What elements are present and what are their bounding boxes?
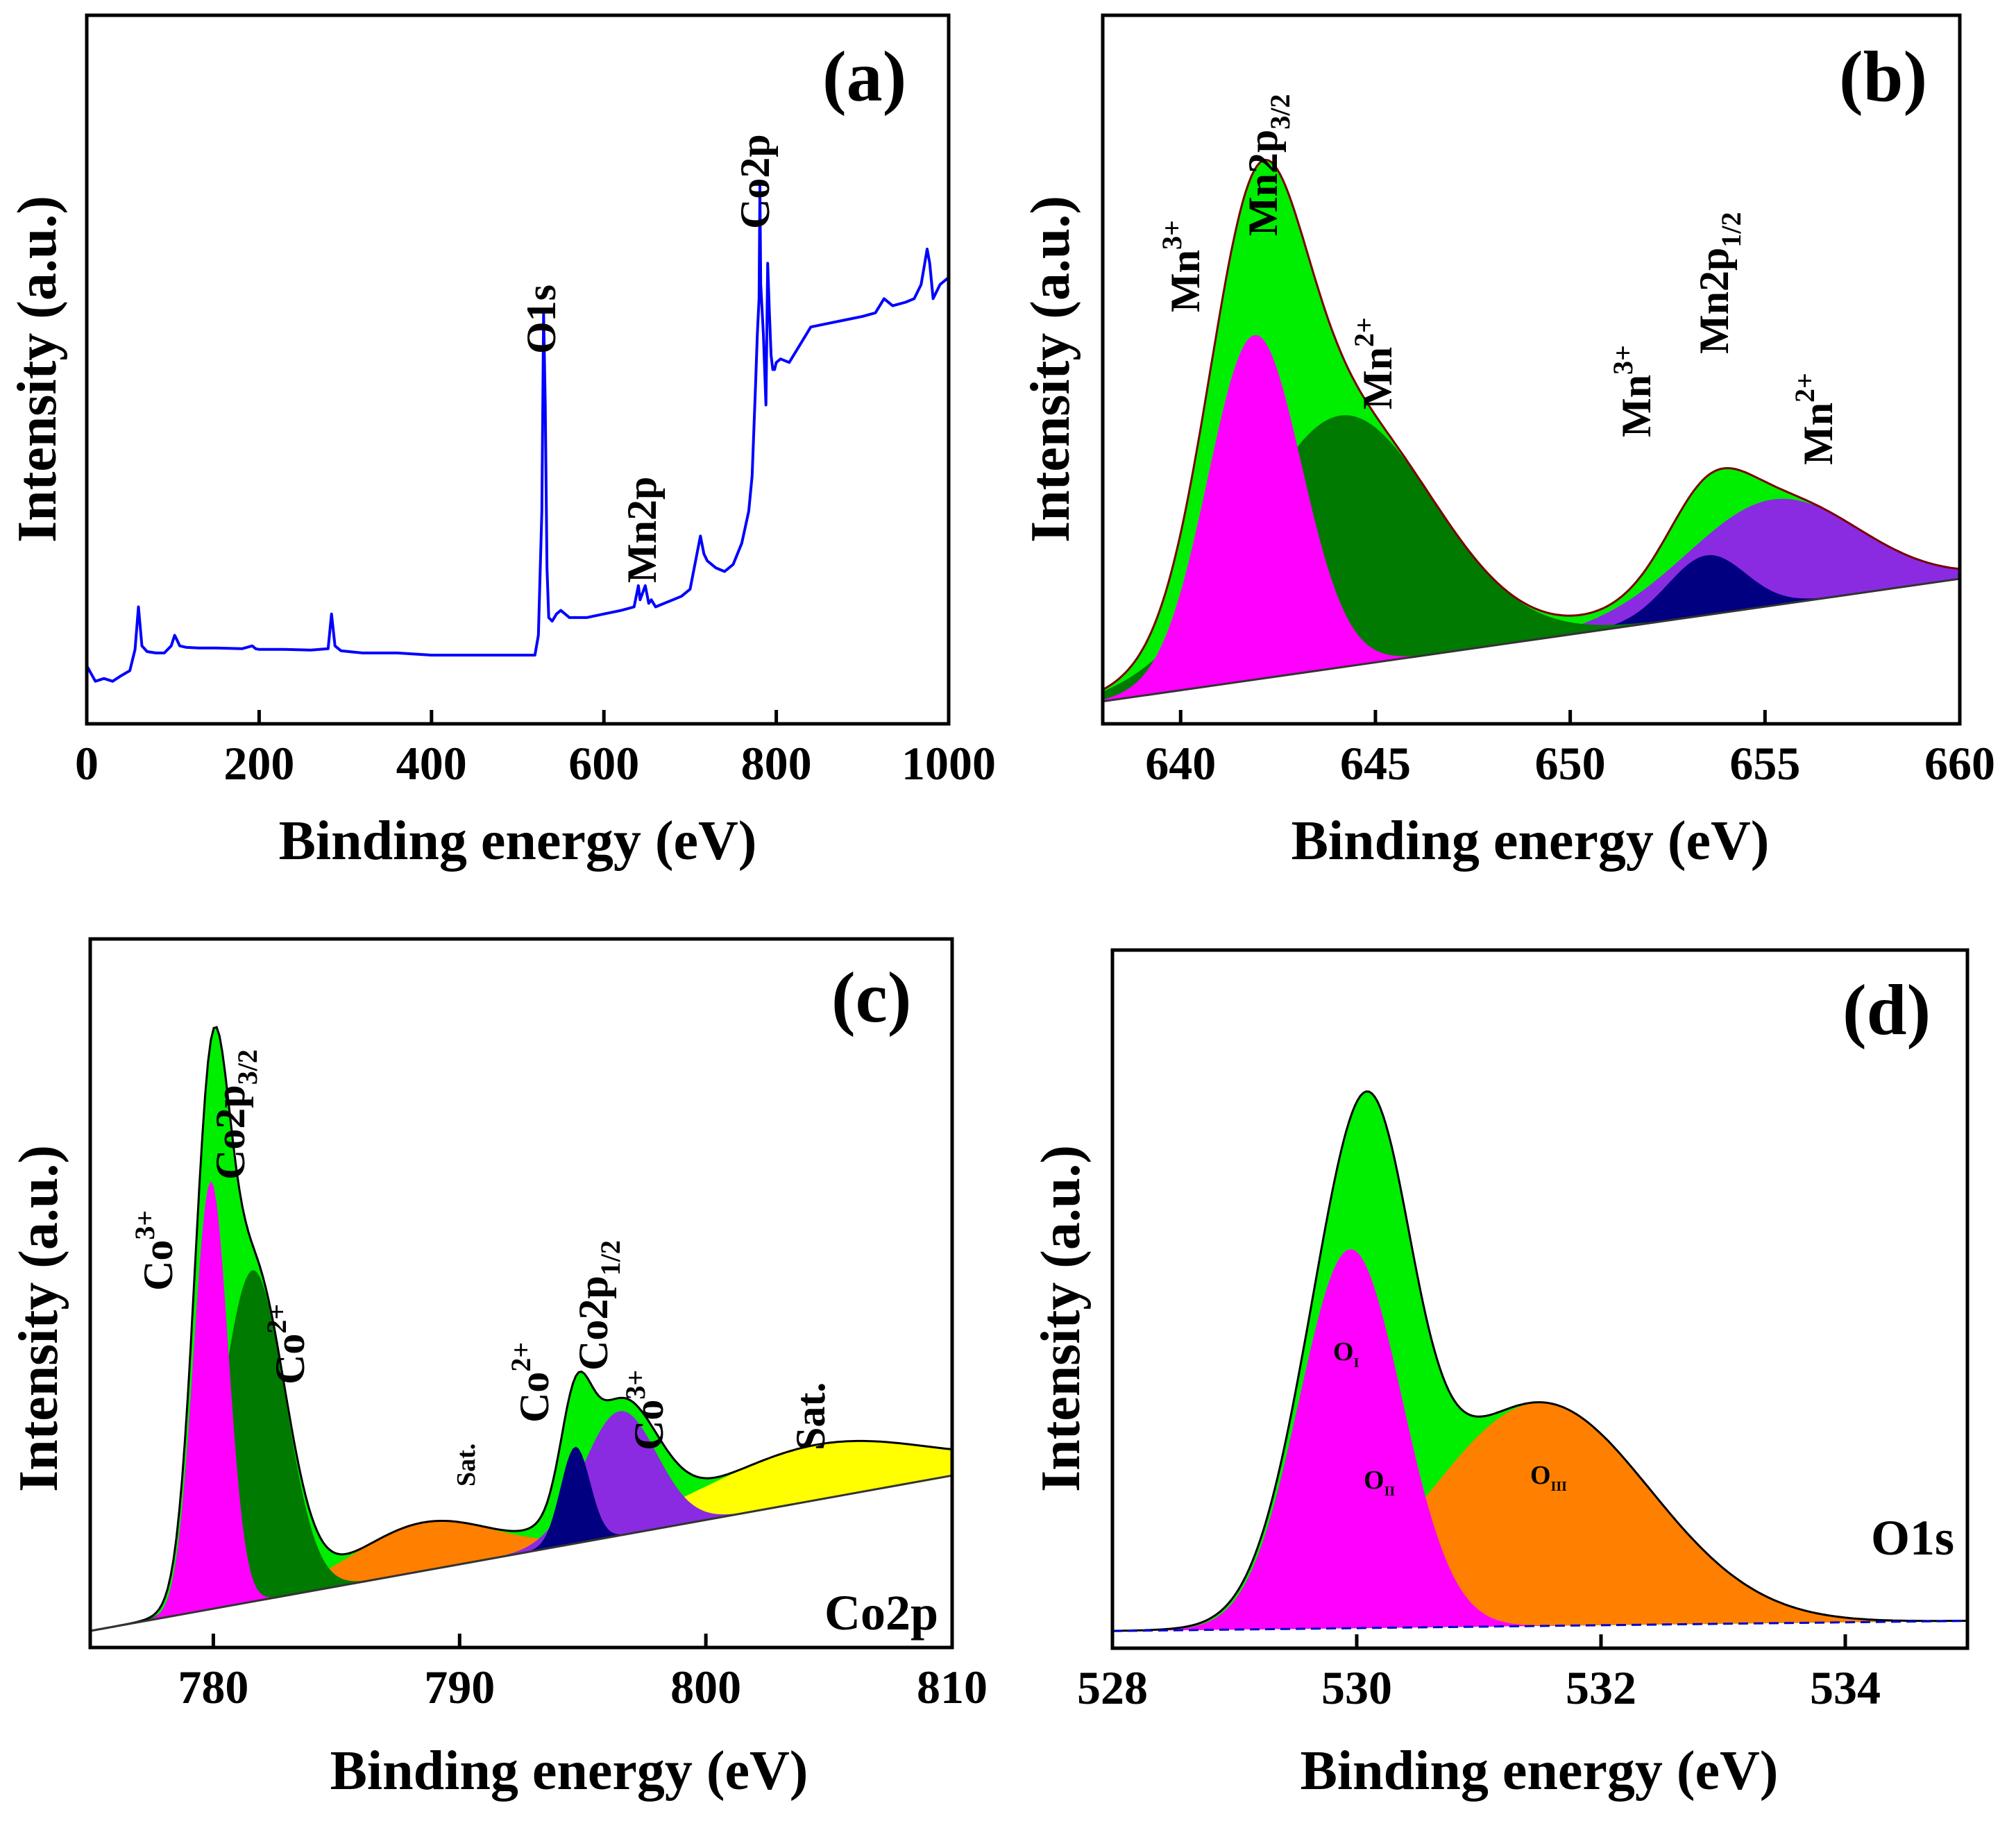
panel-c-tick-label: 800 — [670, 1661, 741, 1713]
panel-c-tick-label: 780 — [178, 1661, 248, 1713]
panel-c-tick-label: 790 — [424, 1661, 495, 1713]
panel-c-annotation-co2-right: Co2+ — [505, 1342, 557, 1423]
panel-b-tick-label: 650 — [1535, 737, 1606, 790]
panel-b-annotation-mn2-right: Mn2+ — [1789, 373, 1841, 465]
panel-b-component-area — [1103, 498, 1960, 702]
panel-c-annotation-co2p32: Co2p3/2 — [207, 1049, 263, 1180]
panel-b-baseline — [1102, 577, 1960, 703]
panel-c-annotation-co3-left: Co3+ — [129, 1210, 181, 1291]
panel-c-annotation-sat-high: Sat. — [788, 1382, 833, 1450]
panel-d-annotation-corner: O1s — [1871, 1510, 1954, 1566]
panel-c-tick-label: 810 — [917, 1661, 988, 1713]
panel-a: 0 200 400 600 800 1000 (a) Binding energy (eV… — [7, 13, 996, 872]
panel-b-component-area — [1103, 334, 1960, 702]
panel-c-annotation-co2p12: Co2p1/2 — [570, 1240, 626, 1371]
panel-d-tick-label: 532 — [1566, 1661, 1636, 1714]
panel-c-annotation-sat-low: Sat. — [452, 1443, 481, 1487]
panel-d: 528 530 532 534 (d) Binding energy (eV) Int… — [1031, 948, 1970, 1802]
panel-d-x-axis-title: Binding energy (eV) — [1301, 1740, 1779, 1802]
panel-a-ticks: 0 200 400 600 800 1000 — [75, 710, 996, 790]
panel-b-plot — [1102, 158, 1960, 703]
panel-a-label: (a) — [822, 37, 906, 117]
panel-c-raw-line — [90, 1026, 953, 1632]
panel-a-annotation-co2p: Co2p — [732, 134, 778, 229]
panel-d-ticks: 528 530 532 534 — [1077, 1634, 1881, 1714]
panel-d-plot — [1112, 1090, 1968, 1632]
panel-a-survey-line — [85, 184, 950, 683]
panel-c-ticks: 780 790 800 810 — [178, 1634, 988, 1713]
panel-d-tick-label: 534 — [1810, 1661, 1881, 1714]
panel-b-annotation-mn2-left: Mn2+ — [1348, 317, 1400, 409]
panel-b-annotation-mn3-left: Mn3+ — [1156, 220, 1208, 312]
panel-a-tick-label: 800 — [741, 737, 812, 790]
panel-b-ticks: 640 645 650 655 660 — [1145, 710, 1995, 790]
panel-c-component-area — [90, 1270, 952, 1632]
panel-d-component-area — [1112, 1403, 1967, 1632]
panel-b-tick-label: 655 — [1729, 737, 1800, 790]
panel-a-tick-label: 200 — [223, 737, 294, 790]
panel-c-component-area — [90, 1441, 952, 1632]
panel-a-frame — [85, 13, 951, 726]
panel-b-x-axis-title: Binding energy (eV) — [1291, 811, 1770, 872]
panel-c-frame — [88, 937, 954, 1650]
panel-b-y-axis-title: Intensity (a.u.) — [1020, 196, 1081, 543]
panel-b-annotation-mn2p32: Mn2p3/2 — [1240, 94, 1296, 237]
panel-d-label: (d) — [1843, 970, 1931, 1050]
panel-a-tick-label: 400 — [396, 737, 467, 790]
panel-b-annotation-mn3-right: Mn3+ — [1607, 345, 1659, 437]
panel-c-annotation-co3-right: Co3+ — [620, 1370, 672, 1450]
panel-a-annotation-mn2p: Mn2p — [619, 477, 665, 583]
panel-c-y-axis-title: Intensity (a.u.) — [8, 1145, 69, 1492]
panel-d-annotation-oii: OII — [1364, 1466, 1395, 1499]
panel-a-x-axis-title: Binding energy (eV) — [279, 811, 757, 872]
panel-b-annotation-mn2p12: Mn2p1/2 — [1691, 212, 1747, 355]
panel-a-annotation-o1s: O1s — [518, 285, 564, 354]
panel-c: 780 790 800 810 (c) Binding energy (eV) Int… — [8, 937, 988, 1802]
panel-a-plot — [85, 184, 950, 683]
panel-a-y-axis-title: Intensity (a.u.) — [7, 196, 68, 543]
panel-d-annotation-oi: OI — [1333, 1337, 1359, 1371]
panel-d-tick-label: 530 — [1321, 1661, 1392, 1714]
panel-c-label: (c) — [831, 958, 911, 1037]
panel-b-label: (b) — [1839, 37, 1927, 117]
panel-c-plot — [90, 1026, 953, 1632]
panel-c-baseline — [90, 1474, 953, 1632]
panel-c-annotation-co2-left: Co2+ — [261, 1304, 313, 1384]
panel-b-tick-label: 640 — [1145, 737, 1216, 790]
panel-b-frame — [1101, 13, 1962, 726]
panel-c-x-axis-title: Binding energy (eV) — [330, 1740, 808, 1802]
panel-d-raw-line — [1112, 1090, 1967, 1632]
panel-c-component-area — [90, 1180, 952, 1632]
panel-b-component-area — [1103, 554, 1960, 702]
panel-d-component-area — [1112, 1249, 1967, 1632]
panel-a-tick-label: 600 — [568, 737, 639, 790]
panel-b: 640 645 650 655 660 (b) Binding energy (eV) … — [1020, 13, 1995, 872]
panel-d-tick-label: 528 — [1077, 1661, 1148, 1714]
panel-d-y-axis-title: Intensity (a.u.) — [1031, 1145, 1092, 1492]
panel-d-baseline — [1112, 1620, 1968, 1632]
panel-d-frame — [1110, 948, 1970, 1650]
panel-b-tick-label: 660 — [1924, 737, 1995, 790]
panel-b-tick-label: 645 — [1340, 737, 1411, 790]
panel-a-tick-label: 1000 — [901, 737, 996, 790]
panel-a-tick-label: 0 — [75, 737, 99, 790]
panel-d-annotation-oiii: OIII — [1530, 1461, 1567, 1494]
panel-b-raw-line — [1102, 158, 1960, 691]
panel-c-annotation-corner: Co2p — [824, 1585, 938, 1641]
